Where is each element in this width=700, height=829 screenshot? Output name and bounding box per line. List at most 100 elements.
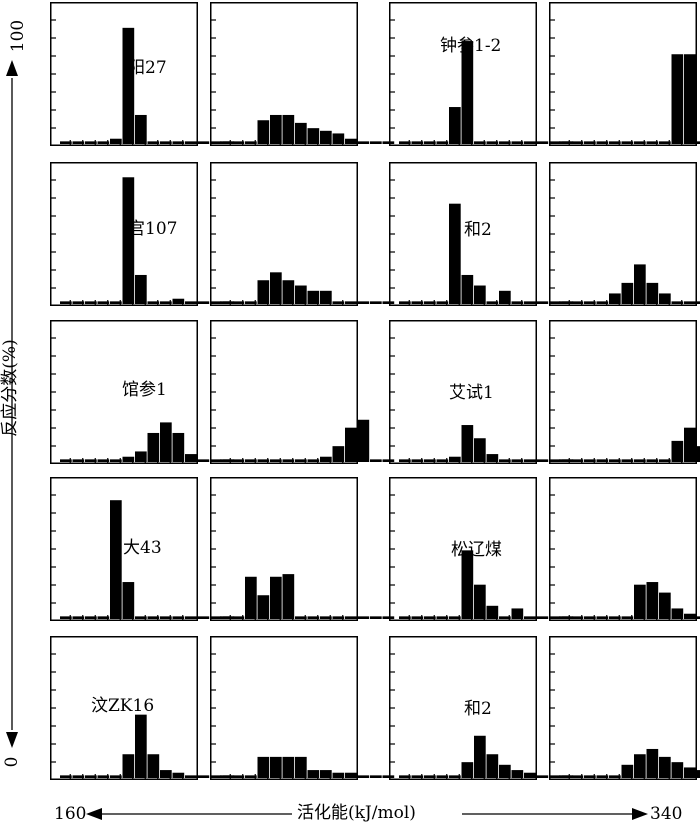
histogram-bar [571, 459, 584, 462]
histogram-bar [122, 582, 135, 619]
histogram-bar [345, 772, 357, 778]
histogram-bar [399, 459, 411, 462]
histogram-bar [499, 141, 511, 144]
histogram-bar [474, 438, 486, 462]
histogram-bar [320, 770, 332, 778]
histogram-bar [295, 616, 307, 619]
histogram-bar [411, 301, 424, 304]
y-axis-arrow-up-icon [6, 60, 18, 76]
histogram-bar [320, 130, 332, 144]
histogram-bar [357, 616, 370, 619]
panel-label: 汶ZK16 [91, 696, 155, 716]
histogram-bar [474, 285, 486, 304]
histogram-bar [232, 141, 245, 144]
histogram-bar [621, 459, 634, 462]
histogram-bar [232, 459, 245, 462]
histogram-bar [97, 616, 110, 619]
histogram-bar [270, 272, 282, 304]
histogram-bar [511, 141, 524, 144]
histogram-bar [584, 141, 596, 144]
histogram-bar [307, 459, 320, 462]
panel-label: 松辽煤 [451, 540, 502, 560]
histogram-bar [382, 459, 395, 462]
histogram-bar [72, 775, 85, 778]
histogram-bar [659, 293, 671, 304]
histogram-bar [110, 500, 122, 619]
histogram-bar [357, 419, 370, 462]
histogram-bar [295, 285, 307, 304]
histogram-bar [257, 459, 270, 462]
panel-frame [210, 320, 358, 464]
histogram-bar [135, 451, 147, 462]
histogram-bar [436, 616, 449, 619]
histogram-bar [332, 446, 345, 462]
histogram-panel [210, 162, 395, 306]
histogram-bar [684, 301, 696, 304]
histogram-bar [172, 616, 185, 619]
histogram-bar [511, 459, 524, 462]
histogram-bar [270, 576, 282, 619]
histogram-bar [197, 459, 210, 462]
histogram-bar [609, 616, 621, 619]
histogram-bar [110, 138, 122, 144]
histogram-bar [72, 301, 85, 304]
histogram-bar [436, 301, 449, 304]
histogram-bar [357, 141, 370, 144]
histogram-bar [634, 754, 646, 778]
histogram-bar [320, 616, 332, 619]
histogram-bar [524, 459, 536, 462]
histogram-bar [172, 298, 185, 304]
histogram-bar [122, 177, 135, 304]
histogram-bar [357, 301, 370, 304]
histogram-bar [596, 775, 609, 778]
histogram-bar [571, 775, 584, 778]
histogram-bar [257, 280, 270, 304]
histogram-bar [486, 454, 499, 462]
histogram-bar [646, 282, 659, 304]
histogram-bar [449, 107, 461, 144]
histogram-bar [210, 775, 222, 778]
histogram-bar [220, 301, 232, 304]
panel-label: 艾试1 [449, 383, 494, 403]
histogram-bar [147, 432, 160, 462]
histogram-bar [382, 775, 395, 778]
histogram-bar [220, 141, 232, 144]
histogram-bar [524, 301, 536, 304]
histogram-bar [449, 456, 461, 462]
histogram-bar [424, 301, 436, 304]
histogram-bar [110, 775, 122, 778]
histogram-bar [399, 141, 411, 144]
histogram-bar [559, 301, 571, 304]
histogram-bar [684, 767, 696, 778]
histogram-bar [536, 301, 549, 304]
histogram-bar [320, 456, 332, 462]
histogram-panel [549, 2, 700, 146]
y-axis-max-label: 100 [8, 19, 28, 53]
panel-frame [549, 636, 697, 780]
histogram-bar [185, 301, 197, 304]
histogram-bar [345, 138, 357, 144]
histogram-bar [474, 584, 486, 619]
histogram-bar [549, 616, 561, 619]
histogram-bar [307, 616, 320, 619]
histogram-panel [389, 320, 574, 464]
histogram-bar [684, 54, 696, 144]
panel-label: 阳27 [128, 58, 167, 78]
histogram-bar [584, 459, 596, 462]
histogram-bar [160, 422, 172, 462]
histogram-bar [486, 141, 499, 144]
histogram-bar [147, 616, 160, 619]
histogram-bar [257, 756, 270, 778]
histogram-bar [245, 775, 257, 778]
histogram-bar [122, 27, 135, 145]
histogram-bar [621, 764, 634, 778]
histogram-bar [197, 301, 210, 304]
histogram-bar [282, 114, 295, 144]
histogram-bar [671, 608, 684, 619]
histogram-bar [474, 141, 486, 144]
histogram-bar [436, 775, 449, 778]
histogram-bar [411, 775, 424, 778]
histogram-bar [172, 141, 185, 144]
histogram-bar [621, 141, 634, 144]
